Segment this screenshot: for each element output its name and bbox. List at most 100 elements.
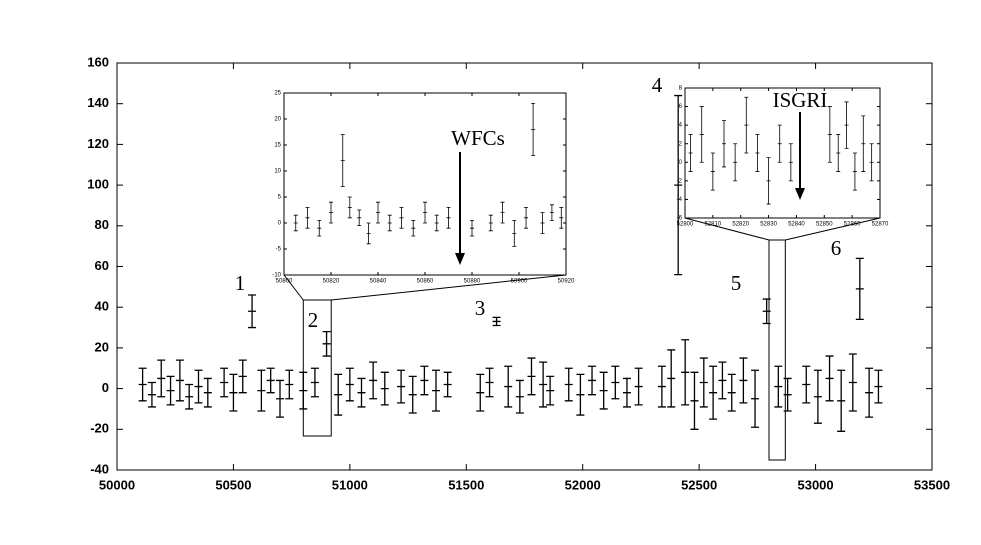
error-bar <box>599 371 608 410</box>
y-tick-label: -20 <box>90 421 109 436</box>
error-bar <box>420 365 429 396</box>
x-tick-label: 52000 <box>565 477 601 492</box>
error-bar <box>576 373 585 416</box>
error-bar <box>783 377 792 412</box>
y-tick-label: 2 <box>679 141 683 147</box>
error-bar <box>194 369 203 404</box>
error-bar <box>434 214 439 232</box>
error-bar <box>329 201 333 224</box>
y-tick-label: 4 <box>679 123 683 129</box>
error-bar <box>667 349 676 408</box>
error-bar <box>446 207 451 229</box>
error-bar <box>588 365 597 396</box>
x-tick-label: 51500 <box>448 477 484 492</box>
error-bar <box>203 377 212 408</box>
error-bar <box>257 369 266 412</box>
x-tick-label: 52830 <box>760 222 777 228</box>
error-bar <box>546 375 555 406</box>
error-bar <box>837 369 846 432</box>
error-bar <box>751 369 760 428</box>
y-tick-label: 8 <box>679 86 683 92</box>
error-bar <box>276 379 284 418</box>
error-bar <box>755 134 760 172</box>
error-bar <box>855 257 864 321</box>
error-bar <box>380 371 389 406</box>
error-bar <box>744 96 749 154</box>
error-bar <box>739 357 748 404</box>
zoom-link <box>283 274 304 301</box>
error-bar <box>699 106 704 163</box>
error-bar <box>869 143 874 182</box>
y-tick-label: 160 <box>87 54 109 69</box>
y-tick-label: 100 <box>87 177 109 192</box>
error-bar <box>874 369 883 404</box>
y-tick-label: -6 <box>677 216 683 222</box>
error-bar <box>470 220 474 237</box>
x-tick-label: 50820 <box>323 279 340 285</box>
error-bar <box>500 201 505 224</box>
flare-label: 5 <box>731 271 742 295</box>
x-tick-label: 50500 <box>215 477 251 492</box>
error-bar <box>844 101 849 149</box>
error-bar <box>138 367 147 402</box>
arrow-head <box>795 188 805 200</box>
error-bar <box>285 369 294 400</box>
x-tick-label: 53000 <box>797 477 833 492</box>
error-bar <box>861 115 866 172</box>
error-bar <box>229 373 238 412</box>
flare-label: 2 <box>308 308 319 332</box>
error-bar <box>369 361 378 400</box>
error-bar <box>340 134 345 187</box>
error-bar <box>322 330 331 357</box>
error-bar <box>492 316 501 327</box>
error-bar <box>345 367 354 402</box>
inset-annotation: WFCs <box>451 126 505 150</box>
arrow-head <box>455 253 465 265</box>
error-bar <box>310 367 319 398</box>
y-tick-label: -4 <box>677 197 683 203</box>
x-tick-label: 52840 <box>788 222 805 228</box>
error-bar <box>266 367 275 394</box>
x-tick-label: 50880 <box>464 279 481 285</box>
error-bar <box>317 220 322 237</box>
error-bar <box>802 365 811 404</box>
flare-label: 6 <box>831 236 842 260</box>
error-bar <box>376 201 380 224</box>
error-bar <box>397 369 406 404</box>
error-bar <box>733 143 738 182</box>
inset-annotation: ISGRI <box>773 88 828 112</box>
error-bar <box>423 201 427 224</box>
error-bar <box>690 371 699 430</box>
zoom-box <box>768 239 786 461</box>
error-bar <box>539 361 548 408</box>
error-bar <box>185 383 194 410</box>
y-tick-label: 40 <box>95 299 109 314</box>
flare-label: 4 <box>652 73 663 97</box>
error-bar <box>852 152 857 191</box>
y-tick-label: 20 <box>95 339 109 354</box>
error-bar <box>157 359 166 398</box>
y-tick-label: 5 <box>278 195 282 201</box>
x-tick-label: 52870 <box>872 222 889 228</box>
y-tick-label: 140 <box>87 95 109 110</box>
error-bar <box>611 365 620 400</box>
x-tick-label: 50900 <box>511 279 528 285</box>
error-bar <box>443 371 452 398</box>
error-bar <box>527 357 536 396</box>
flare-label: 3 <box>475 296 486 320</box>
error-bar <box>408 375 417 414</box>
error-bar <box>305 207 310 229</box>
error-bar <box>788 143 793 182</box>
error-bar <box>622 377 631 408</box>
error-bar <box>334 373 343 416</box>
error-bar <box>718 361 727 400</box>
error-bar <box>347 196 352 219</box>
y-tick-label: 20 <box>274 117 281 123</box>
y-tick-label: 60 <box>95 258 109 273</box>
error-bar <box>540 212 545 234</box>
x-tick-label: 50000 <box>99 477 135 492</box>
error-bar <box>813 369 822 424</box>
error-bar <box>504 365 513 408</box>
error-bar <box>848 353 857 412</box>
